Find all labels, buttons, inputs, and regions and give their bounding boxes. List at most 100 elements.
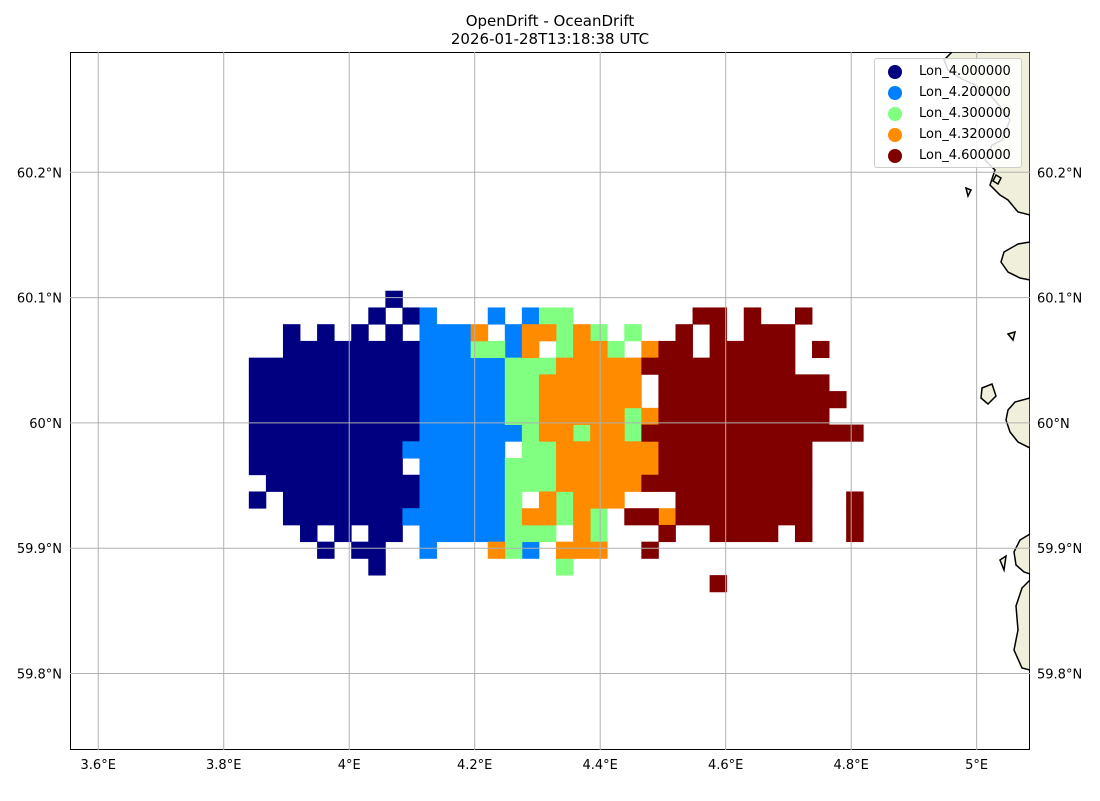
legend-label: Lon_4.000000 <box>919 64 1011 79</box>
particle-cell <box>658 524 676 543</box>
particle-cell <box>419 374 506 392</box>
particle-cell <box>402 441 506 459</box>
particle-cell <box>402 508 506 526</box>
particle-cell <box>504 357 557 375</box>
particle-cell <box>624 407 642 425</box>
particle-cell <box>282 340 420 359</box>
particle-cell <box>487 541 506 559</box>
particle-cell <box>504 474 557 492</box>
particle-cell <box>641 357 796 375</box>
particle-cell <box>504 374 540 392</box>
particle-cell <box>573 524 591 543</box>
y-tick-label-right: 60.2°N <box>1037 166 1082 181</box>
particle-cell <box>521 324 557 342</box>
particle-cell <box>419 458 506 476</box>
x-tick-label: 4.8°E <box>833 758 868 773</box>
y-tick-label-right: 59.9°N <box>1037 542 1082 557</box>
islet-5 <box>999 554 1007 573</box>
particle-cell <box>658 407 830 425</box>
particle-cell <box>504 391 540 409</box>
particle-cell <box>641 474 813 492</box>
particle-cell <box>556 491 574 509</box>
particle-cell <box>538 391 642 409</box>
particle-cell <box>624 508 659 526</box>
y-tick-label-left: 59.8°N <box>17 668 62 683</box>
legend-label: Lon_4.200000 <box>919 85 1011 100</box>
legend-marker <box>888 107 902 121</box>
particle-cell <box>419 357 506 375</box>
particle-cell <box>675 508 813 526</box>
land-mass-mid-1 <box>1000 241 1030 281</box>
particle-cell <box>521 340 540 359</box>
particle-cell <box>504 508 523 526</box>
y-tick-label-left: 60°N <box>29 417 62 432</box>
particle-cell <box>846 491 864 509</box>
particle-cell <box>709 524 779 543</box>
particle-cell <box>504 407 540 425</box>
y-tick-label-left: 59.9°N <box>17 542 62 557</box>
particle-cell <box>419 424 523 442</box>
particle-cell <box>556 340 574 359</box>
legend-marker <box>888 128 902 142</box>
particle-cell <box>248 374 420 392</box>
particle-cell <box>538 407 625 425</box>
particle-cell <box>504 491 523 509</box>
particle-cell <box>556 541 608 559</box>
particle-cell <box>419 340 472 359</box>
particle-cell <box>317 541 335 559</box>
legend-marker <box>888 65 902 79</box>
particle-cell <box>794 307 813 325</box>
particle-cell <box>556 558 574 576</box>
particle-cell <box>248 424 420 442</box>
x-tick-label: 3.8°E <box>206 758 241 773</box>
x-tick-label: 4.6°E <box>708 758 743 773</box>
x-tick-label: 4.2°E <box>457 758 492 773</box>
islet-3 <box>964 186 973 199</box>
particle-cell <box>590 424 625 442</box>
particle-cell <box>590 524 608 543</box>
particle-cell <box>709 340 796 359</box>
particle-cell <box>658 508 676 526</box>
particle-cell <box>658 441 813 459</box>
particle-cell <box>538 424 574 442</box>
particle-cell <box>300 524 318 543</box>
particle-cell <box>504 524 557 543</box>
land-mass-south-2 <box>1013 578 1030 671</box>
particle-cell <box>402 307 420 325</box>
y-tick-label-left: 60.1°N <box>17 292 62 307</box>
x-tick-label: 4.4°E <box>583 758 618 773</box>
particle-cell <box>282 508 420 526</box>
particle-cell <box>658 391 847 409</box>
particle-cell <box>248 458 403 476</box>
particle-cell <box>794 524 813 543</box>
particle-cell <box>709 575 728 593</box>
particle-cell <box>419 407 523 425</box>
particle-cell <box>521 424 540 442</box>
y-tick-label-right: 59.8°N <box>1037 668 1082 683</box>
particle-cell <box>470 324 489 342</box>
particle-cell <box>556 357 642 375</box>
legend-marker <box>888 149 902 163</box>
particle-cell <box>385 290 403 308</box>
particle-cell <box>692 307 728 325</box>
particle-cell <box>658 458 813 476</box>
particle-cell <box>538 491 557 509</box>
particle-cell <box>590 508 608 526</box>
particle-cell <box>419 307 437 325</box>
legend-entry: Lon_4.320000 <box>875 125 1021 145</box>
particle-cell <box>590 324 608 342</box>
map-legend: Lon_4.000000 Lon_4.200000 Lon_4.300000 L… <box>874 58 1022 168</box>
particle-cell <box>641 424 864 442</box>
particle-cell <box>658 374 830 392</box>
x-tick-label: 4°E <box>338 758 361 773</box>
particle-cell <box>743 307 762 325</box>
particle-cell <box>282 324 301 342</box>
particle-cell <box>641 340 659 359</box>
particle-cell <box>538 307 574 325</box>
particle-cell <box>368 558 386 576</box>
legend-entry: Lon_4.600000 <box>875 146 1021 166</box>
particle-cell <box>641 407 659 425</box>
particle-cell <box>385 324 403 342</box>
particle-cell <box>334 524 352 543</box>
